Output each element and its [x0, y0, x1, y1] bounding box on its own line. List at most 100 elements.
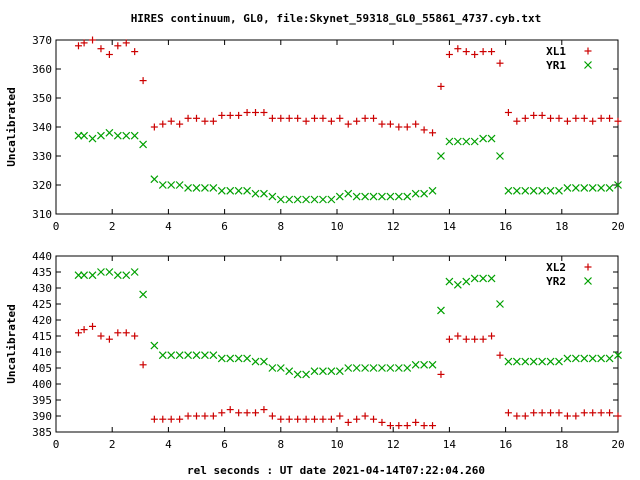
- data-point: [130, 131, 139, 140]
- data-point: [260, 357, 268, 366]
- data-point: [546, 186, 555, 195]
- data-point: [471, 51, 479, 58]
- data-point: [563, 117, 571, 125]
- data-point: [369, 364, 378, 372]
- data-point: [496, 351, 504, 359]
- data-point: [512, 357, 521, 366]
- data-point: [184, 114, 192, 122]
- data-point: [504, 186, 513, 195]
- data-point: [114, 329, 122, 337]
- data-point: [563, 183, 572, 192]
- x-tick-label: 6: [221, 220, 228, 233]
- data-point: [428, 186, 437, 195]
- x-axis-label: rel seconds : UT date 2021-04-14T07:22:0…: [187, 464, 485, 477]
- data-point: [276, 195, 285, 204]
- data-point: [150, 415, 158, 423]
- data-point: [403, 364, 412, 372]
- x-tick-label: 16: [499, 438, 512, 451]
- data-point: [521, 186, 530, 195]
- data-point: [302, 195, 311, 204]
- data-point: [226, 111, 234, 119]
- data-point: [335, 192, 344, 201]
- data-point: [88, 134, 97, 143]
- data-point: [580, 354, 589, 363]
- data-point: [437, 152, 445, 160]
- data-point: [251, 189, 260, 198]
- y-tick-label: 350: [32, 92, 52, 105]
- data-point: [504, 409, 512, 417]
- data-point: [470, 137, 479, 146]
- y-tick-label: 435: [32, 266, 52, 279]
- data-point: [614, 181, 622, 189]
- data-point: [226, 186, 235, 195]
- x-tick-label: 0: [53, 220, 60, 233]
- y-axis-label: Uncalibrated: [5, 87, 18, 166]
- data-point: [139, 77, 147, 85]
- data-point: [88, 271, 97, 280]
- y-tick-label: 410: [32, 346, 52, 359]
- data-point: [327, 415, 335, 423]
- series-xl1: [74, 36, 622, 137]
- data-point: [209, 351, 218, 360]
- data-point: [555, 186, 563, 195]
- data-point: [445, 335, 453, 343]
- data-point: [293, 370, 302, 379]
- data-point: [310, 195, 319, 204]
- data-point: [226, 406, 234, 414]
- plot-frame: [55, 255, 619, 433]
- data-point: [580, 183, 589, 192]
- x-tick-label: 10: [330, 438, 343, 451]
- data-point: [555, 357, 563, 366]
- data-point: [547, 114, 555, 122]
- data-point: [571, 354, 580, 363]
- data-point: [122, 271, 131, 280]
- data-point: [487, 274, 496, 283]
- x-tick-label: 20: [611, 220, 624, 233]
- data-point: [479, 335, 487, 343]
- data-point: [176, 415, 184, 423]
- data-point: [488, 332, 496, 340]
- series-yr1: [74, 128, 622, 204]
- data-point: [159, 415, 167, 423]
- data-point: [563, 412, 571, 420]
- y-tick-label: 385: [32, 426, 52, 439]
- data-point: [470, 274, 479, 283]
- data-point: [268, 192, 277, 201]
- data-point: [420, 360, 429, 369]
- data-point: [131, 332, 139, 340]
- data-point: [588, 354, 597, 363]
- data-point: [167, 351, 176, 360]
- y-tick-label: 330: [32, 150, 52, 163]
- data-point: [378, 192, 386, 201]
- data-point: [513, 412, 521, 420]
- data-point: [193, 114, 200, 122]
- data-point: [344, 364, 353, 372]
- data-point: [302, 370, 311, 379]
- data-point: [234, 354, 243, 363]
- data-point: [429, 129, 437, 137]
- data-point: [488, 48, 496, 56]
- data-point: [243, 186, 252, 195]
- legend-label: XL2: [546, 261, 566, 274]
- x-tick-label: 14: [443, 220, 457, 233]
- data-point: [572, 412, 580, 420]
- data-point: [344, 418, 352, 426]
- data-point: [97, 332, 105, 340]
- data-point: [462, 335, 470, 343]
- data-point: [285, 367, 294, 376]
- data-point: [89, 36, 97, 44]
- data-point: [139, 361, 147, 369]
- series-xl2: [74, 322, 622, 430]
- legend-marker: [584, 263, 592, 271]
- data-point: [80, 271, 89, 280]
- data-point: [496, 152, 504, 160]
- data-point: [319, 114, 327, 122]
- y-tick-label: 415: [32, 330, 52, 343]
- data-point: [479, 274, 488, 283]
- data-point: [420, 126, 428, 134]
- data-point: [428, 360, 437, 369]
- data-point: [113, 131, 122, 140]
- data-point: [105, 335, 113, 343]
- data-point: [97, 131, 105, 140]
- x-tick-label: 0: [53, 438, 60, 451]
